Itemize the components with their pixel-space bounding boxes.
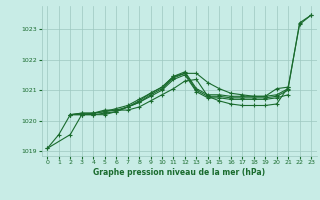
X-axis label: Graphe pression niveau de la mer (hPa): Graphe pression niveau de la mer (hPa)	[93, 168, 265, 177]
